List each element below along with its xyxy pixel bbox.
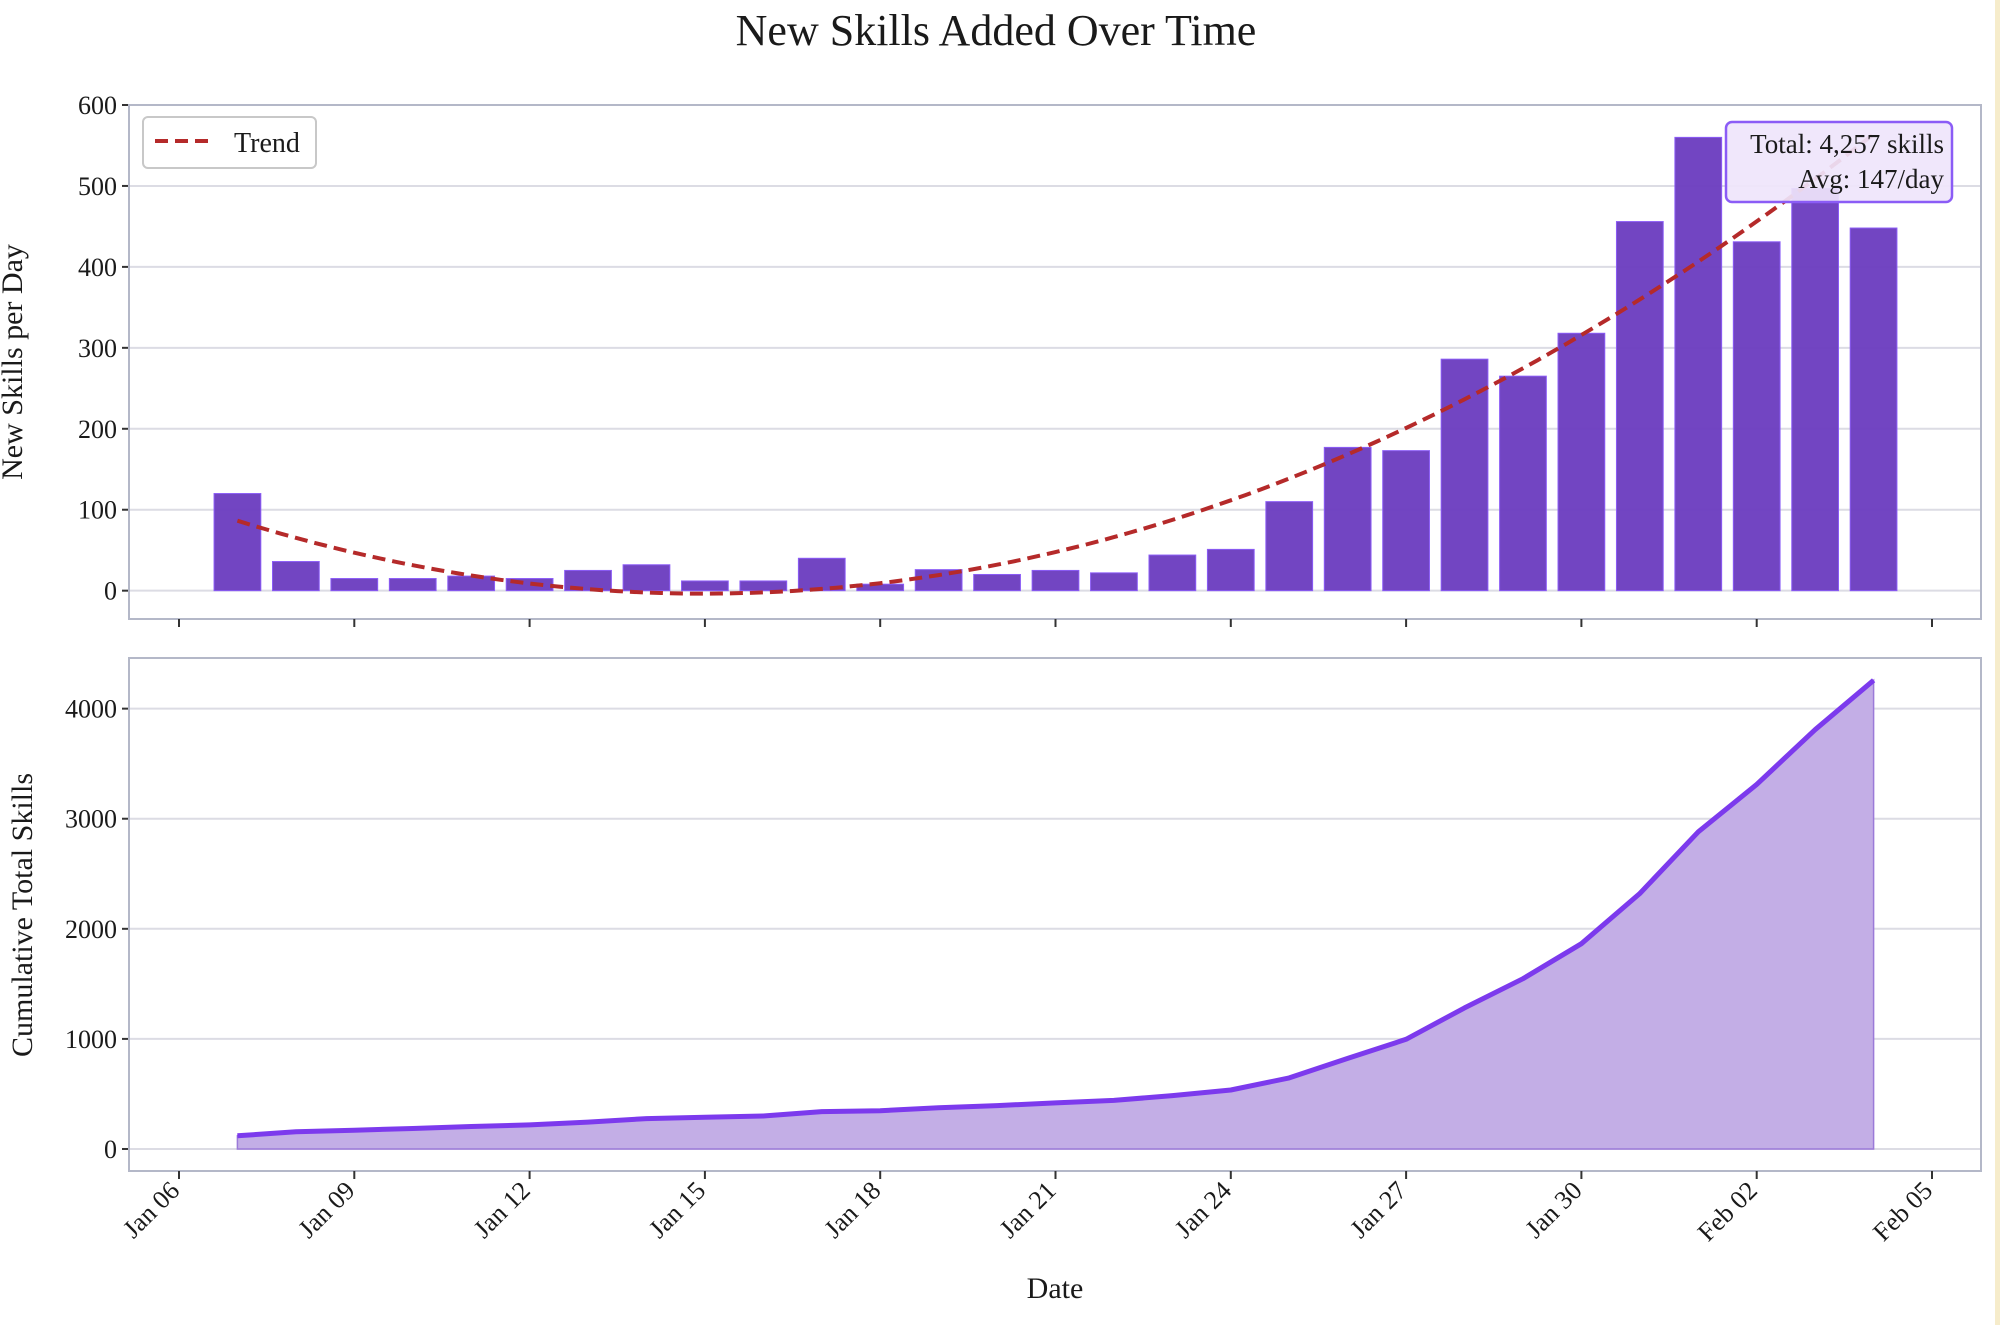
bar: [739, 580, 788, 592]
y-tick-label: 100: [78, 496, 117, 525]
x-tick-label: Feb 02: [1692, 1176, 1763, 1247]
y-tick-label: 3000: [65, 805, 117, 834]
bar: [1849, 227, 1898, 592]
x-axis-label: Date: [1027, 1272, 1084, 1305]
bar: [681, 580, 729, 592]
x-tick-label: Jan 15: [643, 1176, 711, 1244]
stats-box: [1724, 120, 1954, 204]
bar: [330, 578, 379, 592]
y-tick-label: 0: [104, 577, 117, 606]
x-tick-label: Jan 09: [293, 1176, 361, 1244]
y-tick-label: 300: [78, 334, 117, 363]
x-tick-label: Feb 05: [1867, 1176, 1938, 1247]
bar: [1499, 375, 1547, 592]
legend-trend-label: Trend: [234, 128, 300, 159]
daily-bars-panel: 0 100 200 300 400 500 600 Total: 4,257 skills Av…: [78, 91, 1982, 627]
bar: [797, 557, 846, 592]
top-y-axis-label: New Skills per Day: [0, 244, 29, 480]
bar: [1148, 554, 1197, 592]
bar: [1323, 446, 1372, 592]
bar: [213, 493, 262, 592]
y-tick-label: 0: [104, 1135, 117, 1164]
bar: [973, 573, 1021, 592]
bar: [1440, 358, 1489, 592]
bar: [1732, 241, 1781, 592]
bar: [564, 569, 612, 592]
bar: [1615, 221, 1664, 592]
y-tick-label: 500: [78, 172, 117, 201]
x-tick-label: Jan 24: [1169, 1176, 1237, 1244]
cumulative-panel: 0 1000 2000 3000 4000 Jan 06 Jan 09 Jan 12 Jan 1…: [65, 657, 1982, 1247]
x-tick-label: Jan 18: [818, 1176, 886, 1244]
stats-total: Total: 4,257 skills: [1750, 129, 1944, 159]
bar: [388, 578, 437, 592]
bar: [622, 564, 671, 592]
y-tick-label: 2000: [65, 915, 117, 944]
bar: [1382, 450, 1430, 592]
window-edge: [1995, 0, 2000, 1325]
bar: [447, 575, 496, 592]
x-tick-label: Jan 27: [1344, 1176, 1412, 1244]
y-tick-label: 600: [78, 91, 117, 120]
y-tick-label: 400: [78, 253, 117, 282]
bar: [1206, 548, 1255, 592]
chart-title: New Skills Added Over Time: [736, 6, 1257, 55]
x-tick-label: Jan 06: [117, 1176, 185, 1244]
y-tick-label: 200: [78, 415, 117, 444]
cumulative-line: [237, 678, 1876, 1139]
legend: Trend: [142, 116, 317, 169]
x-tick-label: Jan 12: [468, 1176, 536, 1244]
x-tick-label: Jan 30: [1520, 1176, 1588, 1244]
bar: [1557, 332, 1606, 592]
bar: [1031, 569, 1080, 592]
plot-area: [129, 105, 1981, 619]
stats-average: Avg: 147/day: [1798, 164, 1944, 194]
bar: [1674, 136, 1723, 592]
y-tick-label: 1000: [65, 1025, 117, 1054]
legend-box: [142, 116, 317, 169]
bar: [1090, 572, 1138, 592]
bottom-y-axis-label: Cumulative Total Skills: [6, 773, 39, 1057]
y-tick-label: 4000: [65, 695, 117, 724]
bar: [1265, 501, 1314, 592]
trend-line: [236, 132, 1875, 596]
x-tick-label: Jan 21: [994, 1176, 1062, 1244]
bar: [271, 561, 320, 592]
bar: [1791, 187, 1840, 592]
